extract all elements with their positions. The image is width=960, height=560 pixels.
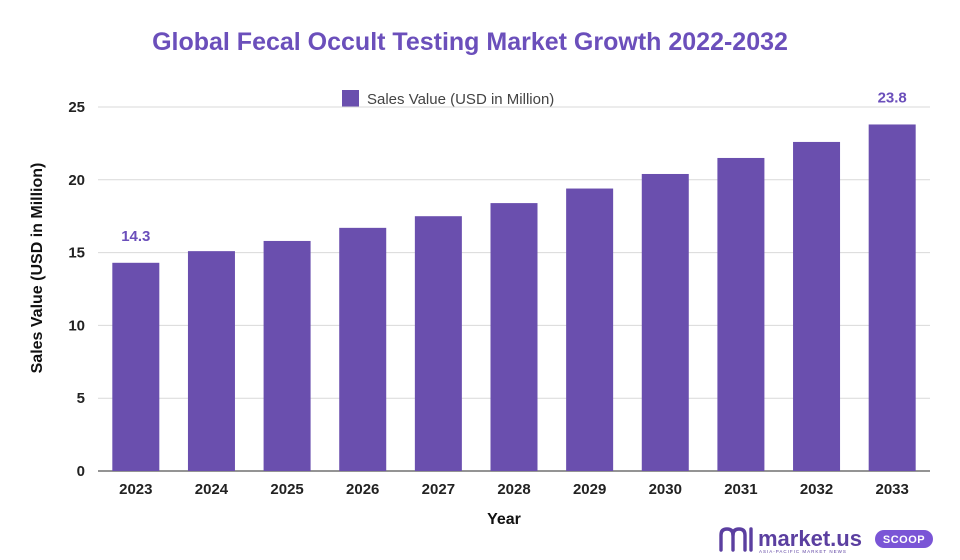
y-tick-label: 25 <box>68 99 85 116</box>
data-label-2033: 23.8 <box>878 89 907 106</box>
bar-2027 <box>414 216 462 471</box>
legend: Sales Value (USD in Million) <box>342 90 554 108</box>
brand-tagline: ASIA-PACIFIC MARKET NEWS <box>759 549 847 554</box>
market-us-logo-icon <box>719 527 753 552</box>
bar-2029 <box>566 188 614 471</box>
y-tick-label: 15 <box>68 245 85 262</box>
x-axis-ticks: 2023 2024 2025 2026 2027 2028 2029 2030 2031 2032… <box>119 481 909 498</box>
bar-2023 <box>112 262 160 471</box>
y-axis-label: Sales Value (USD in Million) <box>29 163 46 374</box>
bar-2033 <box>868 124 916 472</box>
x-tick-label: 2033 <box>875 481 908 498</box>
y-tick-label: 5 <box>77 390 85 407</box>
y-tick-label: 10 <box>68 317 85 334</box>
bar-2026 <box>339 227 387 471</box>
bar-2028 <box>490 203 538 471</box>
x-tick-label: 2025 <box>270 481 303 498</box>
x-tick-label: 2032 <box>800 481 833 498</box>
y-axis-ticks: 0 5 10 15 20 25 <box>68 99 85 480</box>
x-tick-label: 2024 <box>195 481 229 498</box>
y-tick-label: 0 <box>77 463 85 480</box>
scoop-badge <box>875 530 933 548</box>
bars <box>112 124 916 472</box>
data-label-2023: 14.3 <box>121 228 150 245</box>
x-tick-label: 2031 <box>724 481 757 498</box>
x-tick-label: 2026 <box>346 481 379 498</box>
chart-title: Global Fecal Occult Testing Market Growt… <box>152 28 788 56</box>
x-tick-label: 2030 <box>649 481 682 498</box>
bar-2032 <box>793 141 841 471</box>
x-tick-label: 2028 <box>497 481 530 498</box>
legend-label: Sales Value (USD in Million) <box>367 91 554 108</box>
x-tick-label: 2029 <box>573 481 606 498</box>
brand-name: market.us <box>758 526 862 551</box>
data-labels: 14.3 23.8 <box>121 89 907 244</box>
brand-logo: market.us ASIA-PACIFIC MARKET NEWS SCOOP <box>719 526 933 554</box>
bar-2025 <box>263 240 311 471</box>
bar-2030 <box>641 173 689 471</box>
legend-swatch <box>342 90 359 107</box>
y-tick-label: 20 <box>68 172 85 189</box>
bar-2031 <box>717 157 765 471</box>
x-axis-label: Year <box>487 511 521 528</box>
bar-2024 <box>187 251 235 471</box>
x-tick-label: 2023 <box>119 481 152 498</box>
scoop-badge-label: SCOOP <box>883 534 925 546</box>
x-tick-label: 2027 <box>422 481 455 498</box>
